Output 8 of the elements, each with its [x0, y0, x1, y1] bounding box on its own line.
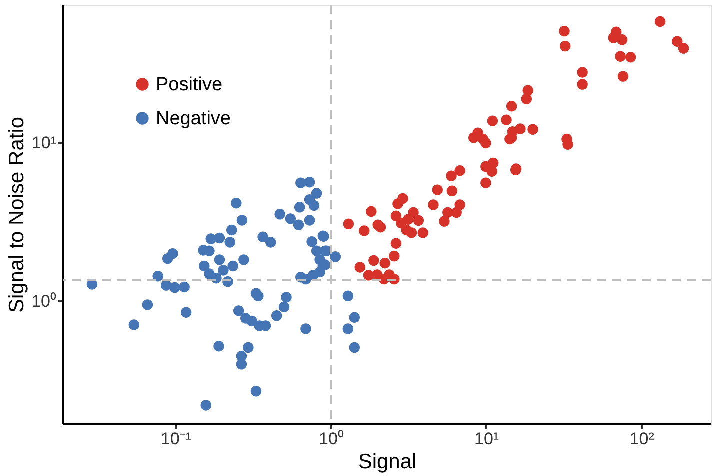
x-tick-label: 10⁻¹: [160, 430, 192, 448]
x-axis-title: Signal: [358, 450, 417, 474]
x-tick-label: 10⁰: [319, 430, 344, 448]
legend-label: Negative: [156, 108, 231, 130]
x-tick-label: 10¹: [474, 430, 500, 448]
y-axis-title: Signal to Noise Ratio: [6, 116, 29, 314]
x-tick-label: 10²: [630, 430, 655, 448]
legend-label: Positive: [156, 74, 223, 96]
